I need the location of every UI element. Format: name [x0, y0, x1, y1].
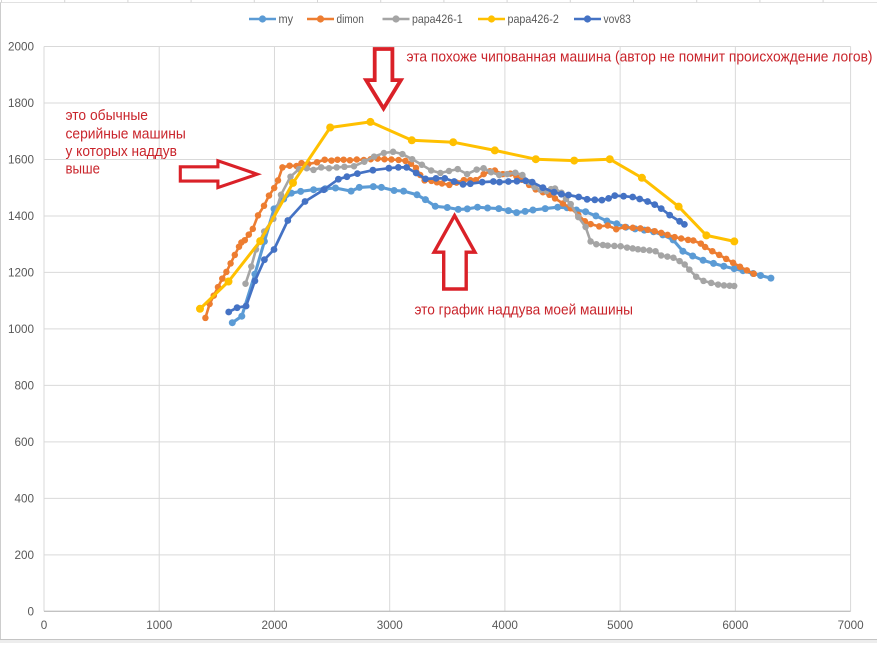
svg-text:my: my [279, 12, 294, 26]
svg-text:dimon: dimon [337, 12, 364, 26]
svg-text:выше: выше [66, 161, 101, 178]
svg-text:200: 200 [14, 549, 34, 562]
svg-text:0: 0 [41, 619, 48, 632]
svg-text:5000: 5000 [607, 619, 634, 632]
svg-text:1600: 1600 [8, 154, 35, 167]
svg-text:это обычные: это обычные [66, 107, 149, 124]
svg-text:у которых наддув: у которых наддув [66, 143, 177, 160]
svg-text:0: 0 [27, 606, 34, 619]
svg-text:1200: 1200 [8, 267, 35, 280]
svg-text:800: 800 [14, 380, 34, 393]
svg-text:эта похоже чипованная машина (: эта похоже чипованная машина (автор не п… [407, 49, 873, 66]
svg-text:7000: 7000 [838, 619, 865, 632]
svg-text:2000: 2000 [8, 41, 35, 54]
svg-text:400: 400 [14, 493, 34, 506]
svg-text:600: 600 [14, 436, 34, 449]
svg-text:4000: 4000 [492, 619, 519, 632]
svg-text:vov83: vov83 [604, 12, 632, 26]
svg-text:1000: 1000 [146, 619, 173, 632]
svg-text:2000: 2000 [261, 619, 288, 632]
svg-text:papa426-2: papa426-2 [508, 12, 559, 26]
svg-text:3000: 3000 [377, 619, 404, 632]
svg-text:серийные машины: серийные машины [66, 126, 186, 143]
svg-text:это график наддува моей машины: это график наддува моей машины [415, 302, 634, 319]
svg-text:papa426-1: papa426-1 [412, 12, 463, 26]
svg-text:1000: 1000 [8, 323, 35, 336]
svg-text:1800: 1800 [8, 97, 35, 110]
svg-text:6000: 6000 [722, 619, 749, 632]
svg-text:1400: 1400 [8, 210, 35, 223]
